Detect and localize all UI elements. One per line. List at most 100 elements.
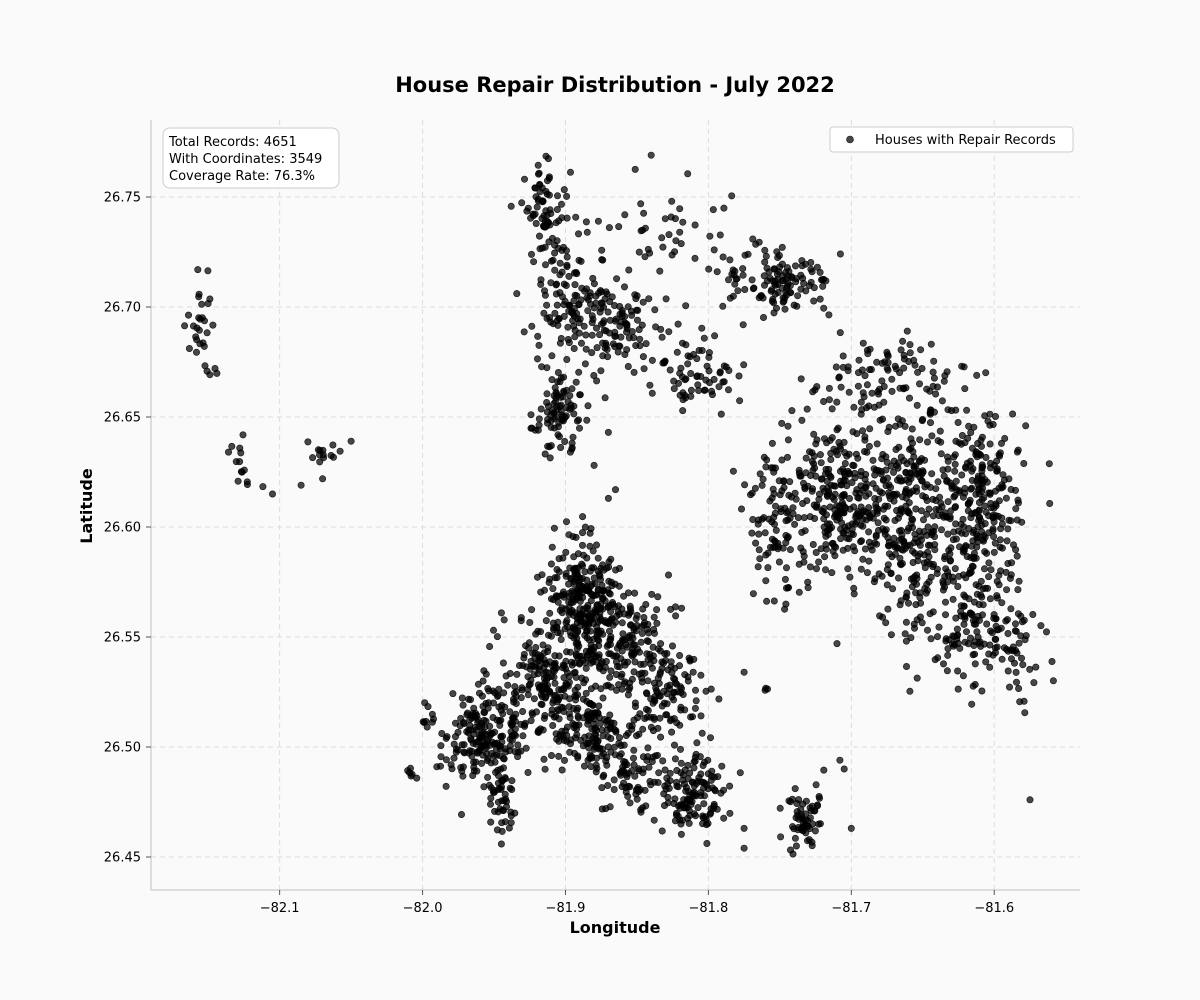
- data-point: [782, 600, 790, 608]
- data-point: [626, 602, 634, 610]
- data-point: [566, 448, 574, 456]
- data-point: [596, 719, 604, 727]
- data-point: [839, 352, 847, 360]
- data-point: [991, 412, 999, 420]
- data-point: [1007, 605, 1015, 613]
- data-point: [910, 356, 918, 364]
- data-point: [615, 734, 623, 742]
- data-point: [304, 438, 312, 446]
- data-point: [598, 256, 606, 264]
- data-point: [786, 846, 794, 854]
- data-point: [763, 456, 771, 464]
- data-point: [699, 761, 707, 769]
- data-point: [268, 490, 276, 498]
- data-point: [716, 231, 724, 239]
- data-point: [902, 469, 910, 477]
- data-point: [763, 685, 771, 693]
- data-point: [697, 372, 705, 380]
- data-point: [709, 206, 717, 214]
- data-point: [908, 547, 916, 555]
- data-point: [837, 383, 845, 391]
- data-point: [951, 460, 959, 468]
- data-point: [610, 785, 618, 793]
- data-point: [770, 520, 778, 528]
- data-point: [776, 491, 784, 499]
- data-point: [973, 530, 981, 538]
- data-point: [841, 459, 849, 467]
- data-point: [711, 332, 719, 340]
- data-point: [590, 280, 598, 288]
- data-point: [923, 385, 931, 393]
- data-point: [553, 735, 561, 743]
- data-point: [775, 558, 783, 566]
- data-point: [643, 637, 651, 645]
- data-point: [912, 462, 920, 470]
- data-point: [575, 368, 583, 376]
- stats-box: Total Records: 4651 With Coordinates: 35…: [162, 127, 340, 189]
- data-point: [494, 808, 502, 816]
- data-point: [1008, 559, 1016, 567]
- data-point: [553, 237, 561, 245]
- data-point: [544, 155, 552, 163]
- data-point: [950, 640, 958, 648]
- data-point: [833, 509, 841, 517]
- data-point: [538, 693, 546, 701]
- data-point: [783, 453, 791, 461]
- data-point: [634, 783, 642, 791]
- data-point: [1022, 422, 1030, 430]
- data-point: [770, 597, 778, 605]
- data-point: [952, 477, 960, 485]
- data-point: [873, 440, 881, 448]
- data-point: [755, 546, 763, 554]
- data-point: [610, 743, 618, 751]
- data-point: [565, 703, 573, 711]
- data-point: [526, 618, 534, 626]
- data-point: [667, 658, 675, 666]
- data-point: [538, 244, 546, 252]
- data-point: [641, 253, 649, 261]
- data-point: [927, 635, 935, 643]
- data-point: [914, 368, 922, 376]
- data-point: [576, 391, 584, 399]
- data-point: [719, 253, 727, 261]
- data-point: [744, 250, 752, 258]
- data-point: [967, 428, 975, 436]
- data-point: [768, 297, 776, 305]
- data-point: [909, 487, 917, 495]
- data-point: [775, 268, 783, 276]
- data-point: [775, 477, 783, 485]
- data-point: [826, 436, 834, 444]
- data-point: [892, 491, 900, 499]
- data-point: [605, 224, 613, 232]
- data-point: [903, 327, 911, 335]
- stats-with-coordinates: With Coordinates: 3549: [169, 152, 322, 167]
- data-point: [539, 197, 547, 205]
- data-point: [845, 450, 853, 458]
- data-point: [754, 520, 762, 528]
- data-point: [951, 565, 959, 573]
- data-point: [934, 654, 942, 662]
- data-point: [654, 593, 662, 601]
- data-point: [541, 261, 549, 269]
- data-point: [1015, 639, 1023, 647]
- data-point: [650, 629, 658, 637]
- data-point: [534, 670, 542, 678]
- data-point: [739, 265, 747, 273]
- data-point: [958, 529, 966, 537]
- data-point: [894, 464, 902, 472]
- data-point: [489, 687, 497, 695]
- data-point: [1003, 645, 1011, 653]
- data-point: [408, 770, 416, 778]
- data-point: [534, 726, 542, 734]
- data-point: [518, 199, 526, 207]
- data-point: [486, 731, 494, 739]
- data-point: [489, 626, 497, 634]
- data-point: [564, 398, 572, 406]
- data-point: [857, 537, 865, 545]
- data-point: [986, 595, 994, 603]
- data-point: [595, 570, 603, 578]
- data-point: [907, 444, 915, 452]
- data-point: [960, 523, 968, 531]
- ticks: −82.1 −82.0 −81.9 −81.8 −81.7 −81.6 26.45 26.50…: [104, 191, 1014, 917]
